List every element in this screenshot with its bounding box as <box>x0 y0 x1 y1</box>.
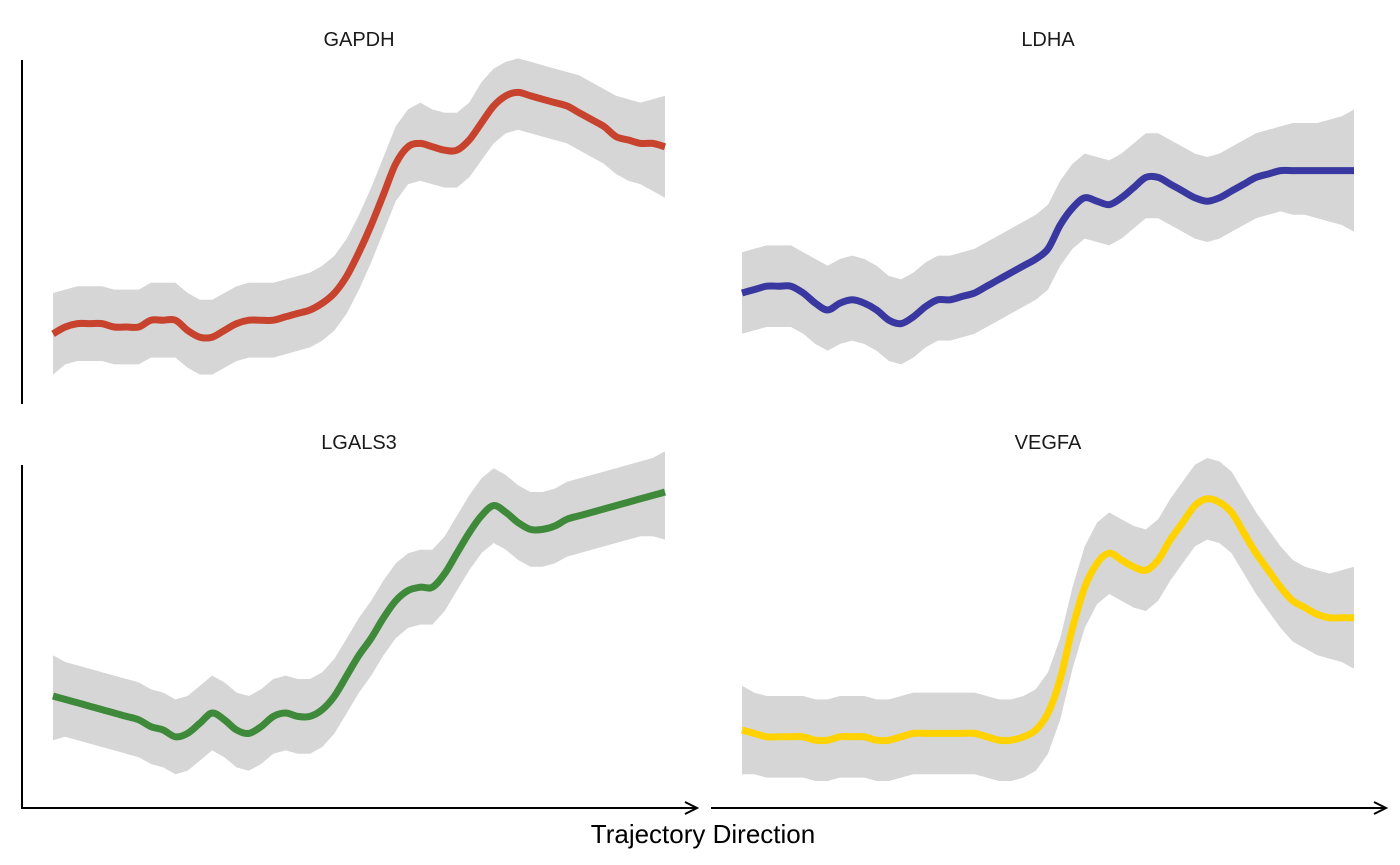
confidence-band-ldha <box>742 109 1354 364</box>
panel-vegfa <box>742 458 1354 781</box>
panel-title-gapdh: GAPDH <box>323 29 394 51</box>
x-axis-label: Trajectory Direction <box>591 819 815 849</box>
panel-title-lgals3: LGALS3 <box>321 432 397 454</box>
panel-title-ldha: LDHA <box>1021 29 1075 51</box>
panel-title-vegfa: VEGFA <box>1015 432 1082 454</box>
panel-gapdh <box>53 58 665 374</box>
confidence-band-vegfa <box>742 458 1354 781</box>
series-layer <box>53 58 1354 781</box>
panel-ldha <box>742 109 1354 364</box>
panel-lgals3 <box>53 451 665 774</box>
